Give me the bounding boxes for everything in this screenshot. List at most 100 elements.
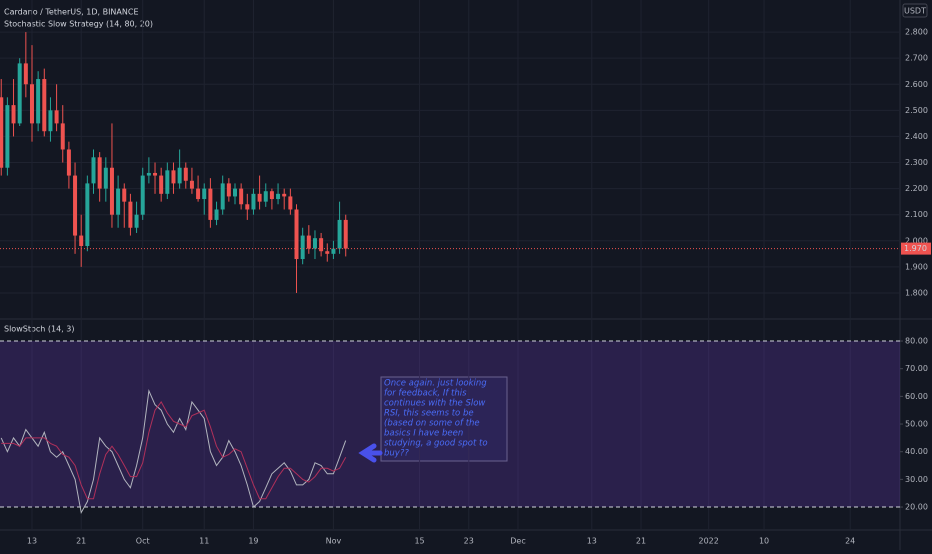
currency-button[interactable]: [902, 3, 928, 18]
candle-body: [134, 214, 139, 228]
annotation-text: continues with the Slow: [384, 399, 485, 409]
candle-body: [42, 79, 47, 132]
y-tick-label: 1.800: [905, 288, 928, 297]
candle-body: [73, 175, 78, 236]
candle-body: [196, 188, 201, 200]
candle-body: [269, 191, 274, 200]
candle-body: [165, 170, 170, 194]
candle-body: [54, 110, 59, 124]
candle-body: [146, 172, 151, 176]
x-tick-label: 19: [248, 537, 258, 546]
candle-body: [85, 183, 90, 246]
last-price-label: 1.970: [904, 244, 927, 253]
candle-body: [263, 191, 268, 202]
candle-body: [282, 193, 287, 197]
y-tick-label: 80.00: [905, 337, 928, 346]
stoch-line: [1, 400, 347, 500]
candle-body: [23, 63, 28, 85]
y-tick-label: 30.00: [905, 475, 928, 484]
strategy-title: Stochastic Slow Strategy (14, 80, 20): [4, 20, 153, 29]
candle-body: [17, 63, 22, 124]
candle-body: [91, 157, 96, 184]
x-tick-label: 13: [587, 537, 597, 546]
candle-body: [5, 105, 10, 168]
candle-body: [245, 204, 250, 210]
candle-body: [189, 180, 194, 189]
candle-body: [257, 193, 262, 202]
candle-body: [48, 110, 53, 132]
y-tick-label: 2.400: [905, 132, 928, 141]
candle-body: [97, 157, 102, 189]
candle-body: [128, 201, 133, 228]
currency-label[interactable]: USDT: [904, 7, 926, 16]
x-tick-label: Oct: [136, 537, 150, 546]
y-tick-label: 2.100: [905, 210, 928, 219]
annotation-text: Once again. just looking: [384, 379, 487, 389]
annotation-text: RSI, this seems to be: [384, 409, 474, 419]
candle-body: [36, 79, 41, 124]
y-tick-label: 2.300: [905, 158, 928, 167]
candle-body: [0, 97, 4, 168]
candle-body: [294, 209, 299, 260]
indicator-title: SlowStoch (14, 3): [4, 325, 74, 334]
y-tick-label: 2.000: [905, 236, 928, 245]
candle-body: [60, 123, 65, 150]
last-price-tag: [901, 242, 931, 255]
candle-body: [171, 170, 176, 184]
candle-body: [276, 193, 281, 200]
candle-body: [140, 175, 145, 215]
annotation-text: basics I have been: [384, 429, 463, 439]
y-tick-label: 70.00: [905, 364, 928, 373]
x-tick-label: 10: [759, 537, 769, 546]
annotation-text: studying, a good spot to: [384, 439, 488, 449]
x-tick-label: 21: [76, 537, 86, 546]
candle-body: [103, 167, 108, 189]
annotation-box: [380, 376, 508, 462]
candle-body: [177, 167, 182, 184]
x-tick-label: 13: [27, 537, 37, 546]
x-tick-label: 23: [464, 537, 474, 546]
annotation-text: (based on some of the: [384, 419, 480, 429]
candle-body: [312, 238, 317, 249]
candle-body: [11, 105, 16, 124]
candle-body: [239, 188, 244, 205]
x-tick-label: 11: [199, 537, 209, 546]
candle-body: [183, 167, 188, 181]
annotation-text: for feedback, If this: [384, 389, 467, 399]
candle-body: [306, 235, 311, 249]
candle-body: [66, 149, 71, 176]
y-tick-label: 60.00: [905, 392, 928, 401]
candle-body: [208, 188, 213, 220]
candle-body: [232, 188, 237, 197]
x-tick-label: Dec: [510, 537, 525, 546]
x-tick-label: 15: [414, 537, 424, 546]
candle-body: [109, 167, 114, 215]
candle-body: [226, 183, 231, 197]
band-fill: [0, 341, 900, 508]
candle-body: [159, 175, 164, 194]
annotation-text: buy??: [384, 449, 409, 459]
candle-body: [325, 251, 330, 254]
candle-body: [331, 248, 336, 254]
candle-body: [29, 84, 34, 124]
y-tick-label: 2.600: [905, 80, 928, 89]
y-tick-label: 50.00: [905, 420, 928, 429]
y-tick-label: 2.700: [905, 54, 928, 63]
candle-body: [214, 209, 219, 220]
candle-body: [343, 219, 348, 249]
y-tick-label: 1.900: [905, 262, 928, 271]
candle-body: [122, 188, 127, 202]
y-tick-label: 20.00: [905, 503, 928, 512]
candle-body: [337, 219, 342, 249]
x-tick-label: 2022: [699, 537, 719, 546]
y-tick-label: 2.500: [905, 106, 928, 115]
y-tick-label: 40.00: [905, 447, 928, 456]
candle-body: [288, 196, 293, 210]
candle-body: [116, 188, 121, 215]
candle-body: [251, 193, 256, 210]
candle-body: [79, 235, 84, 246]
x-tick-label: Nov: [326, 537, 342, 546]
y-tick-label: 2.200: [905, 184, 928, 193]
